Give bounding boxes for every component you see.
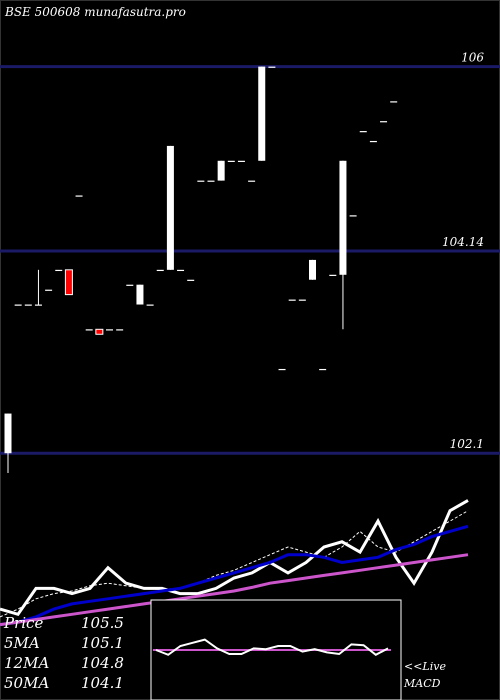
candle-body bbox=[309, 259, 316, 280]
legend-50ma-value: 104.1 bbox=[81, 674, 124, 692]
indicator-lines bbox=[0, 499, 469, 627]
candle-body bbox=[187, 279, 195, 281]
price-grid: 106 104.14 102.1 bbox=[0, 51, 500, 455]
legend-12ma: 12MA 104.8 bbox=[4, 654, 124, 672]
candle-body bbox=[75, 195, 83, 197]
candle-body bbox=[95, 328, 104, 335]
legend-12ma-label: 12MA bbox=[4, 654, 50, 672]
candle-body bbox=[14, 304, 22, 306]
macd-panel bbox=[150, 599, 402, 700]
candle-body bbox=[217, 160, 225, 181]
series-line-50ma bbox=[0, 553, 469, 627]
candle-body bbox=[329, 274, 337, 276]
candle-body bbox=[258, 66, 266, 161]
series-line-12ma bbox=[0, 524, 469, 627]
chart-title: BSE 500608 munafasutra.pro bbox=[4, 5, 186, 19]
legend-price-value: 105.5 bbox=[81, 614, 124, 632]
candle-body bbox=[55, 269, 63, 272]
candle-body bbox=[126, 284, 134, 286]
macd-live-label: <<Live bbox=[404, 660, 446, 673]
candle-body bbox=[288, 299, 296, 301]
candle-body bbox=[227, 160, 235, 162]
candle-body bbox=[207, 180, 215, 182]
candles bbox=[4, 66, 398, 474]
legend-50ma-label: 50MA bbox=[4, 674, 50, 692]
macd-label: MACD bbox=[404, 677, 441, 690]
candle-body bbox=[248, 180, 256, 182]
candle-body bbox=[106, 329, 113, 331]
candle-body bbox=[197, 180, 205, 182]
candle-body bbox=[237, 160, 245, 162]
candle-body bbox=[4, 413, 12, 454]
y-tick-label: 102.1 bbox=[450, 437, 484, 451]
candle-body bbox=[278, 368, 286, 371]
legend-5ma: 5MA 105.1 bbox=[4, 634, 124, 652]
series-line-5ma bbox=[0, 510, 469, 618]
candle-body bbox=[268, 66, 276, 68]
candle-body bbox=[177, 269, 185, 272]
candle-body bbox=[380, 121, 388, 123]
candle-body bbox=[45, 289, 53, 291]
candle-body bbox=[34, 304, 42, 306]
macd-line bbox=[155, 638, 389, 656]
y-tick-label: 106 bbox=[461, 51, 484, 65]
candle-body bbox=[369, 140, 377, 143]
candle-body bbox=[156, 269, 164, 272]
candle-body bbox=[339, 160, 347, 275]
y-tick-label: 104.14 bbox=[442, 235, 484, 249]
candle-body bbox=[146, 304, 154, 306]
legend-price: Price 105.5 bbox=[4, 614, 124, 632]
candle-body bbox=[319, 368, 327, 371]
candle-body bbox=[349, 215, 357, 217]
candle-body bbox=[298, 299, 306, 301]
legend-12ma-value: 104.8 bbox=[81, 654, 124, 672]
candle-body bbox=[24, 304, 32, 306]
candle-body bbox=[166, 145, 174, 270]
legend-price-label: Price bbox=[4, 614, 44, 632]
legend-50ma: 50MA 104.1 bbox=[4, 674, 124, 692]
candle-body bbox=[116, 329, 124, 331]
candle-body bbox=[136, 284, 144, 305]
candle-body bbox=[85, 329, 93, 331]
series-line-price bbox=[0, 499, 469, 617]
candle-body bbox=[390, 101, 398, 103]
candle-body bbox=[64, 269, 73, 296]
legend-5ma-label: 5MA bbox=[4, 634, 40, 652]
legend-5ma-value: 105.1 bbox=[81, 634, 124, 652]
candle-body bbox=[359, 131, 367, 133]
